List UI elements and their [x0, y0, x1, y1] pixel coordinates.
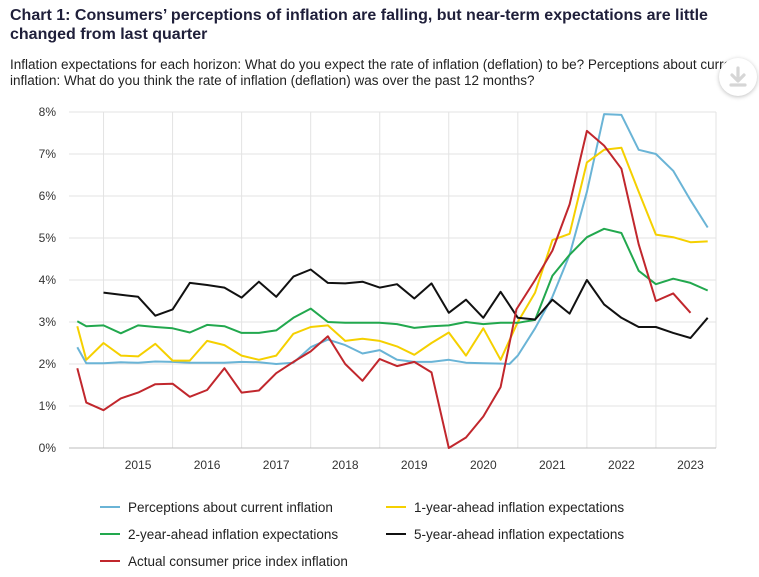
y-tick-label: 2%: [39, 357, 57, 371]
legend-swatch: [100, 533, 120, 535]
y-tick-label: 3%: [39, 315, 57, 329]
x-tick-label: 2016: [194, 458, 221, 472]
grid-layer: [69, 111, 717, 449]
download-button[interactable]: [719, 58, 757, 96]
legend-swatch: [386, 533, 406, 535]
y-tick-label: 0%: [39, 441, 57, 455]
chart-subtitle: Inflation expectations for each horizon:…: [10, 57, 743, 88]
series-line-5: [76, 129, 692, 449]
series-layer: [76, 113, 709, 449]
legend-label: Perceptions about current inflation: [128, 499, 333, 515]
chart-title: Chart 1: Consumers’ perceptions of infla…: [10, 7, 708, 43]
x-tick-label: 2023: [677, 458, 704, 472]
series-line-3: [76, 227, 709, 335]
x-tick-label: 2022: [608, 458, 635, 472]
legend-item[interactable]: 2-year-ahead inflation expectations: [100, 525, 338, 543]
legend-item[interactable]: 1-year-ahead inflation expectations: [386, 498, 624, 516]
legend-item[interactable]: Actual consumer price index inflation: [100, 552, 348, 570]
legend-label: 2-year-ahead inflation expectations: [128, 526, 339, 542]
legend-item[interactable]: 5-year-ahead inflation expectations: [386, 525, 624, 543]
series-line-1: [76, 113, 709, 365]
x-tick-label: 2017: [263, 458, 290, 472]
axis-layer: 0% 1% 2% 3% 4% 5% 6% 7% 8% 2015 2016 2017 2018 2019 20…: [39, 105, 716, 472]
y-tick-label: 6%: [39, 189, 57, 203]
y-tick-label: 8%: [39, 105, 57, 119]
legend-label: Actual consumer price index inflation: [128, 553, 348, 569]
legend-swatch: [100, 560, 120, 562]
legend-item[interactable]: Perceptions about current inflation: [100, 498, 333, 516]
x-tick-label: 2018: [332, 458, 359, 472]
legend-label: 5-year-ahead inflation expectations: [414, 526, 625, 542]
y-tick-label: 7%: [39, 147, 57, 161]
legend-label: 1-year-ahead inflation expectations: [414, 499, 625, 515]
series-line-2: [76, 146, 708, 362]
series-line-4: [103, 268, 709, 339]
y-tick-label: 4%: [39, 273, 57, 287]
x-tick-label: 2020: [470, 458, 497, 472]
y-tick-label: 1%: [39, 399, 57, 413]
download-icon: [729, 66, 747, 87]
x-tick-label: 2015: [125, 458, 152, 472]
x-tick-label: 2019: [401, 458, 428, 472]
legend-swatch: [386, 506, 406, 508]
legend-swatch: [100, 506, 120, 508]
x-tick-label: 2021: [539, 458, 566, 472]
y-tick-label: 5%: [39, 231, 57, 245]
